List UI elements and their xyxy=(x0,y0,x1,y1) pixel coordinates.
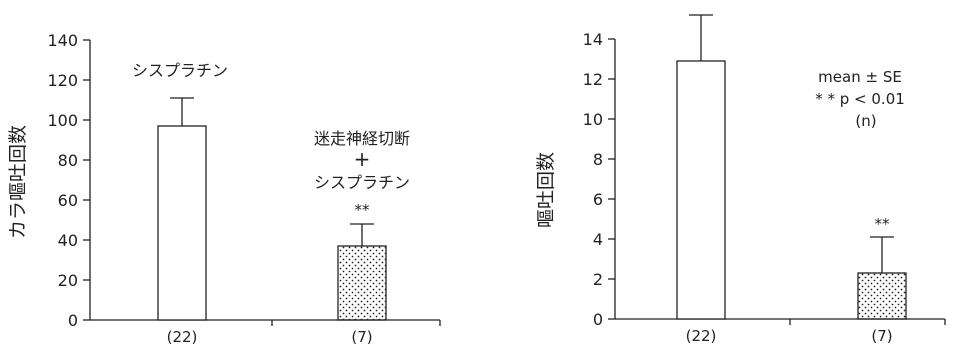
left-y-tick-label: 80 xyxy=(58,151,78,170)
left-x-tick-labels: (22) (7) xyxy=(167,328,373,345)
right-bar xyxy=(857,272,907,320)
right-y-tick-label: 0 xyxy=(593,310,603,329)
left-bars xyxy=(157,97,387,321)
right-y-tick-label: 4 xyxy=(593,230,603,249)
right-significance-marker: ** xyxy=(875,215,891,233)
left-y-axis-label: カラ嘔吐回数 xyxy=(7,125,29,239)
left-y-tick-label: 60 xyxy=(58,191,78,210)
right-y-tick-label: 6 xyxy=(593,190,603,209)
left-x-category-label: (22) xyxy=(167,328,198,345)
right-y-tick-label: 2 xyxy=(593,270,603,289)
left-annotation-cisplatin: シスプラチン xyxy=(132,61,228,80)
left-y-tick-label: 120 xyxy=(47,71,78,90)
right-bar xyxy=(676,60,726,320)
legend-significance: * * p < 0.01 xyxy=(815,90,905,108)
right-x-category-label: (22) xyxy=(686,327,717,345)
left-annotation-plus: + xyxy=(354,147,371,171)
left-chart: カラ嘔吐回数 0 20 40 60 80 100 120 140 (22) (7) シスプラチン… xyxy=(7,31,441,345)
right-y-tick-label: 14 xyxy=(583,30,603,49)
left-annotation-vagotomy: 迷走神経切断 xyxy=(314,129,410,148)
left-y-tick-label: 140 xyxy=(47,31,78,50)
right-bars xyxy=(676,14,907,320)
left-x-category-label: (7) xyxy=(351,328,372,345)
right-y-tick-labels: 0 2 4 6 8 10 12 14 xyxy=(583,30,603,329)
right-x-category-label: (7) xyxy=(871,327,892,345)
left-y-tick-label: 100 xyxy=(47,111,78,130)
left-y-tick-label: 20 xyxy=(58,271,78,290)
legend-n: (n) xyxy=(855,112,876,130)
left-y-tick-label: 40 xyxy=(58,231,78,250)
left-bar xyxy=(337,245,387,321)
left-y-tick-labels: 0 20 40 60 80 100 120 140 xyxy=(47,31,78,330)
left-bar xyxy=(157,125,207,321)
left-y-tick-label: 0 xyxy=(68,311,78,330)
right-y-tick-label: 10 xyxy=(583,110,603,129)
right-y-tick-label: 12 xyxy=(583,70,603,89)
right-chart: 嘔吐回数 0 2 4 6 8 10 12 14 (22) (7) mean ± SE * * p… xyxy=(535,14,946,345)
right-y-axis-label: 嘔吐回数 xyxy=(535,152,557,228)
right-x-tick-labels: (22) (7) xyxy=(686,327,893,345)
legend-mean-se: mean ± SE xyxy=(818,68,902,86)
right-y-tick-label: 8 xyxy=(593,150,603,169)
left-annotation-cisplatin-2: シスプラチン xyxy=(314,173,410,192)
left-significance-marker: ** xyxy=(355,201,371,219)
